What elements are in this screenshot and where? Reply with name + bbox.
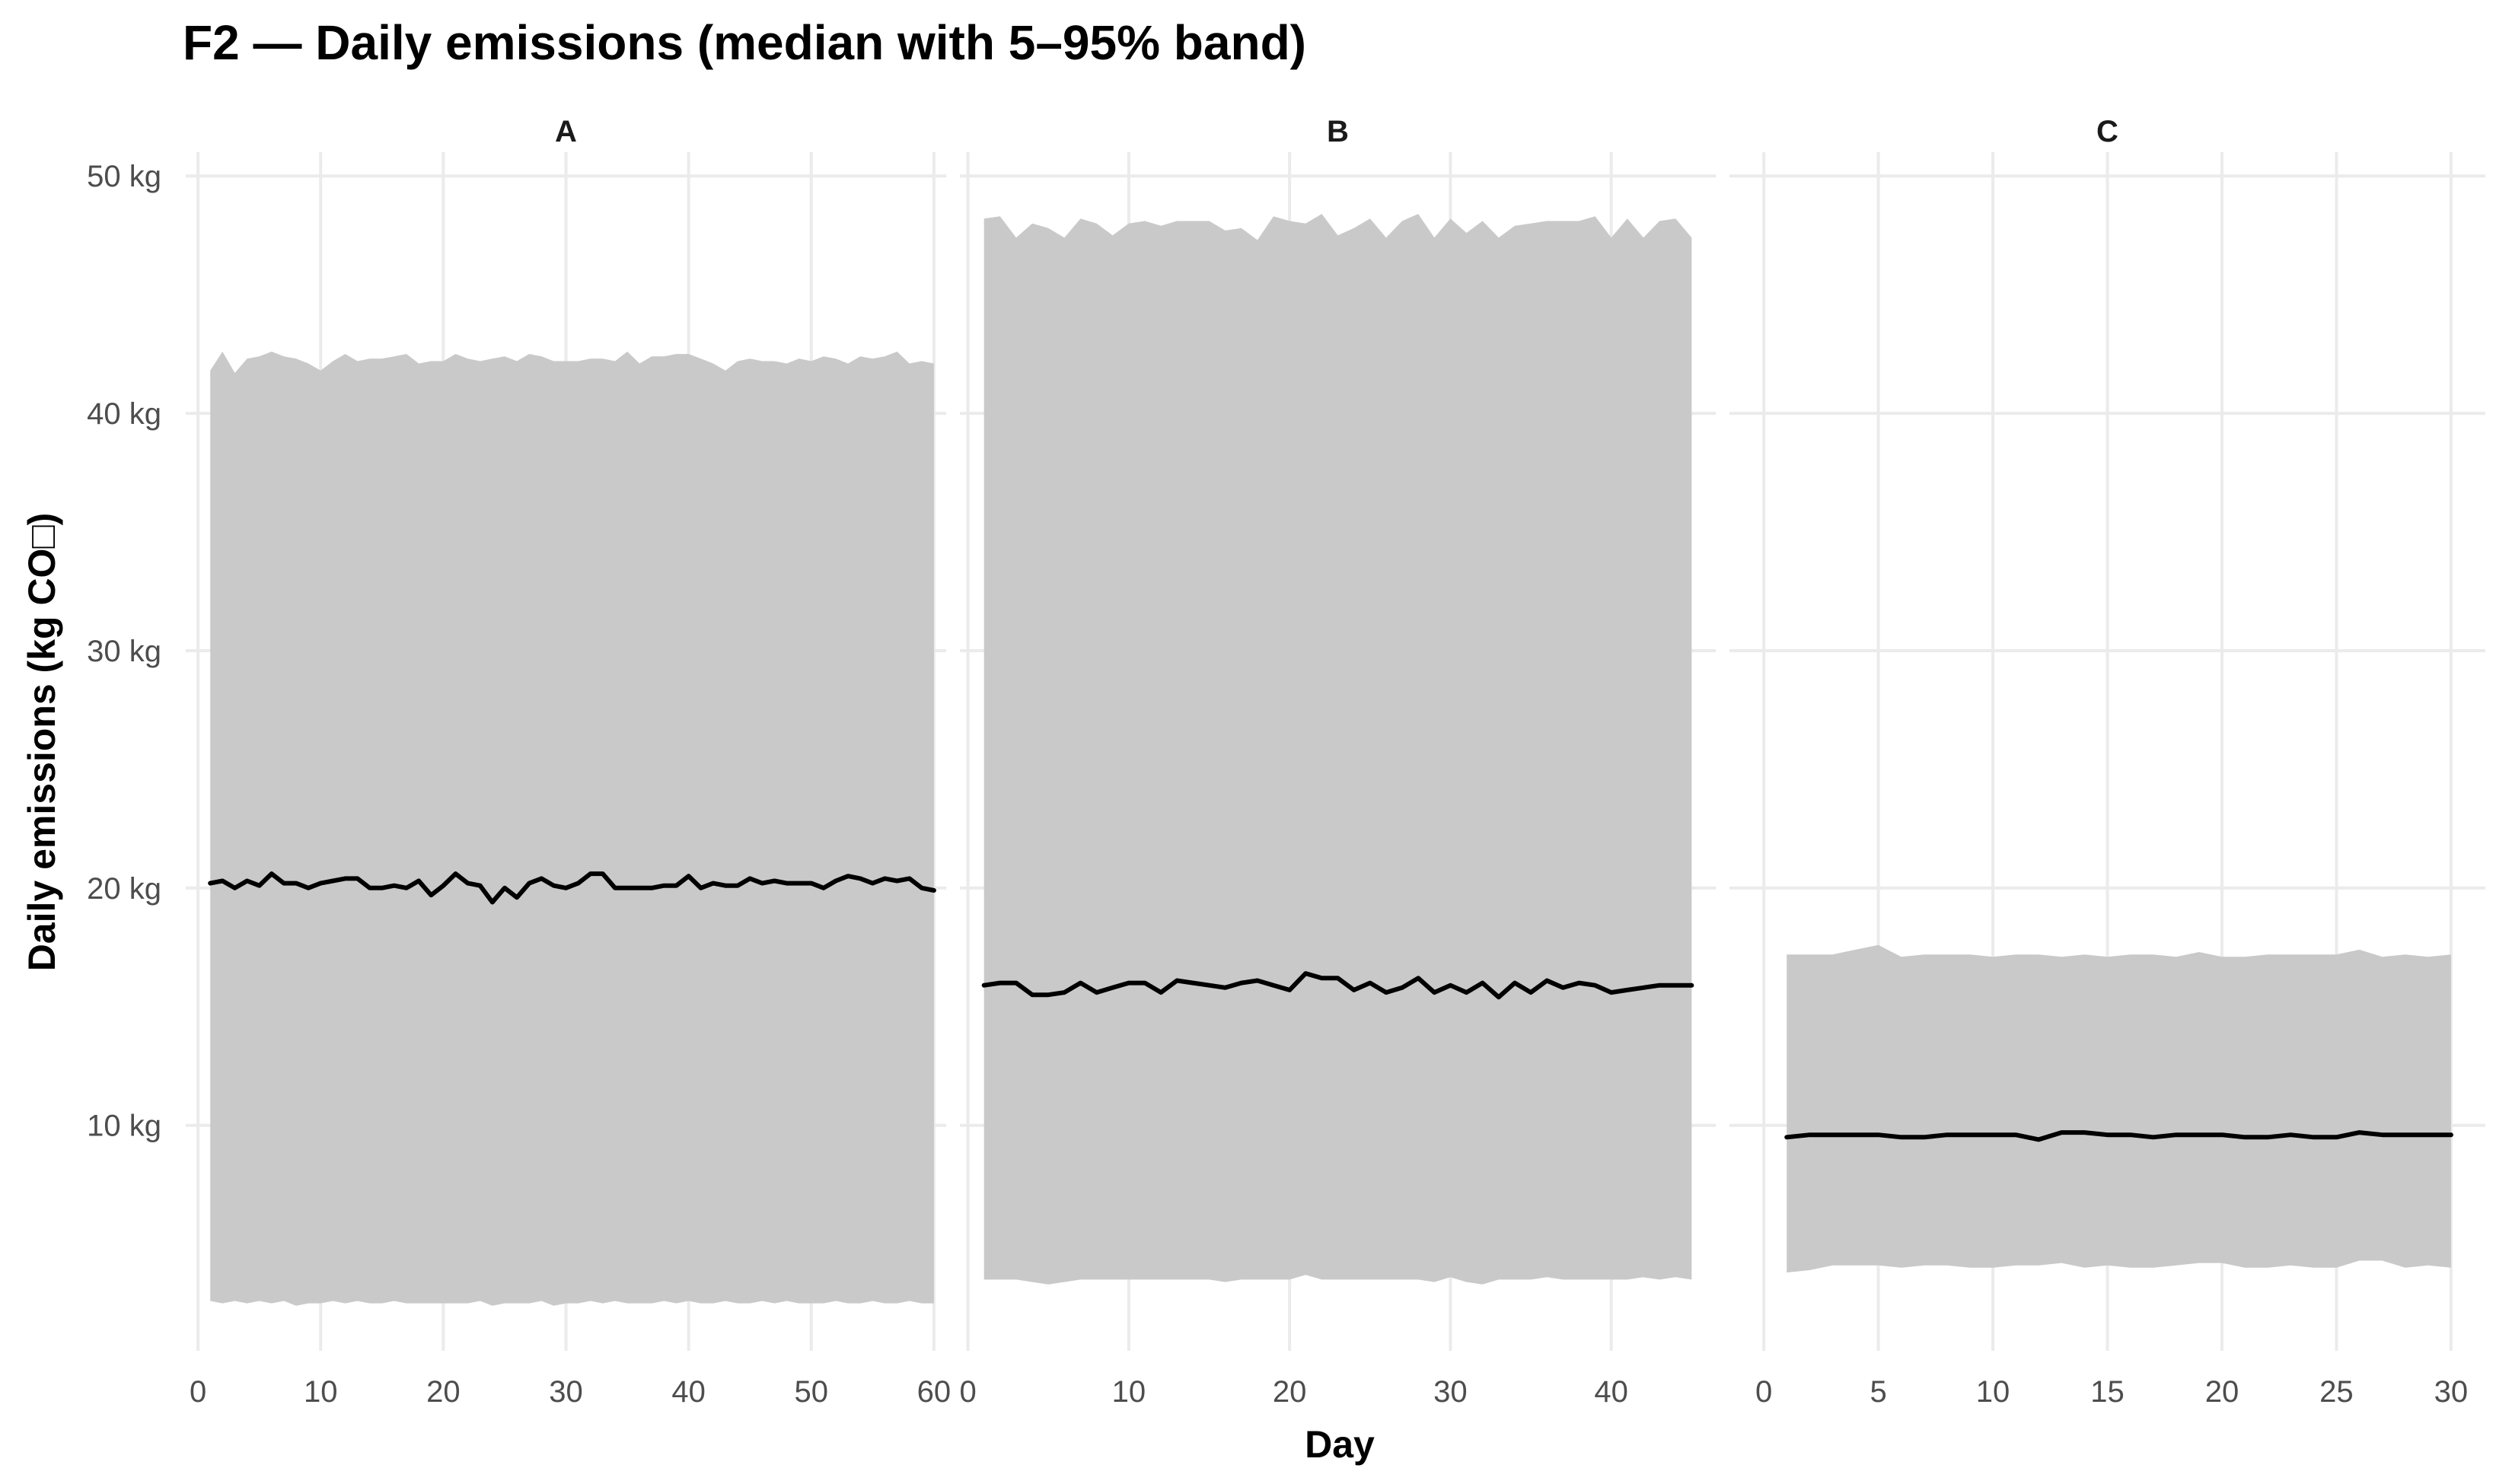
x-tick-label: 40 bbox=[671, 1375, 706, 1409]
x-tick-label: 0 bbox=[190, 1375, 206, 1409]
facet-label-a: A bbox=[555, 115, 577, 148]
x-axis-title: Day bbox=[1305, 1423, 1375, 1466]
x-tick-label: 60 bbox=[917, 1375, 952, 1409]
y-tick-label: 50 kg bbox=[87, 160, 161, 193]
facet-label-c: C bbox=[2096, 115, 2118, 148]
y-tick-label: 30 kg bbox=[87, 635, 161, 668]
x-tick-label: 10 bbox=[1112, 1375, 1146, 1409]
y-axis-title: Daily emissions (kg CO□) bbox=[21, 513, 63, 972]
x-tick-label: 40 bbox=[1594, 1375, 1628, 1409]
x-tick-label: 10 bbox=[304, 1375, 338, 1409]
x-tick-label: 20 bbox=[1273, 1375, 1307, 1409]
band-5-95-b bbox=[983, 214, 1692, 1285]
x-tick-label: 30 bbox=[2434, 1375, 2469, 1409]
chart-title: F2 — Daily emissions (median with 5–95% … bbox=[183, 15, 1306, 70]
x-tick-label: 30 bbox=[549, 1375, 583, 1409]
facet-label-b: B bbox=[1327, 115, 1349, 148]
y-tick-label: 40 kg bbox=[87, 397, 161, 431]
x-tick-label: 0 bbox=[959, 1375, 976, 1409]
band-5-95-c bbox=[1787, 944, 2451, 1273]
median-line-a bbox=[208, 871, 936, 905]
x-tick-label: 15 bbox=[2090, 1375, 2125, 1409]
median-line-c bbox=[1784, 1130, 2453, 1142]
x-tick-label: 20 bbox=[2205, 1375, 2239, 1409]
facet-panel-c: C 0 5 10 15 20 25 30 bbox=[1729, 115, 2485, 1409]
facet-panel-a: A 0 10 20 30 40 50 60 10 kg 20 kg 30 kg 40 kg 50 kg bbox=[87, 115, 951, 1409]
x-tick-label: 10 bbox=[1976, 1375, 2010, 1409]
x-tick-label: 50 bbox=[795, 1375, 829, 1409]
band-5-95-a bbox=[210, 352, 934, 1306]
y-tick-label: 10 kg bbox=[87, 1110, 161, 1143]
median-line-b bbox=[981, 971, 1694, 1000]
x-tick-label: 5 bbox=[1870, 1375, 1886, 1409]
x-tick-label: 25 bbox=[2319, 1375, 2354, 1409]
x-tick-label: 30 bbox=[1433, 1375, 1468, 1409]
y-tick-label: 20 kg bbox=[87, 872, 161, 906]
x-tick-label: 20 bbox=[426, 1375, 461, 1409]
x-tick-label: 0 bbox=[1755, 1375, 1772, 1409]
facet-panel-b: B 0 10 20 30 40 bbox=[959, 115, 1716, 1409]
